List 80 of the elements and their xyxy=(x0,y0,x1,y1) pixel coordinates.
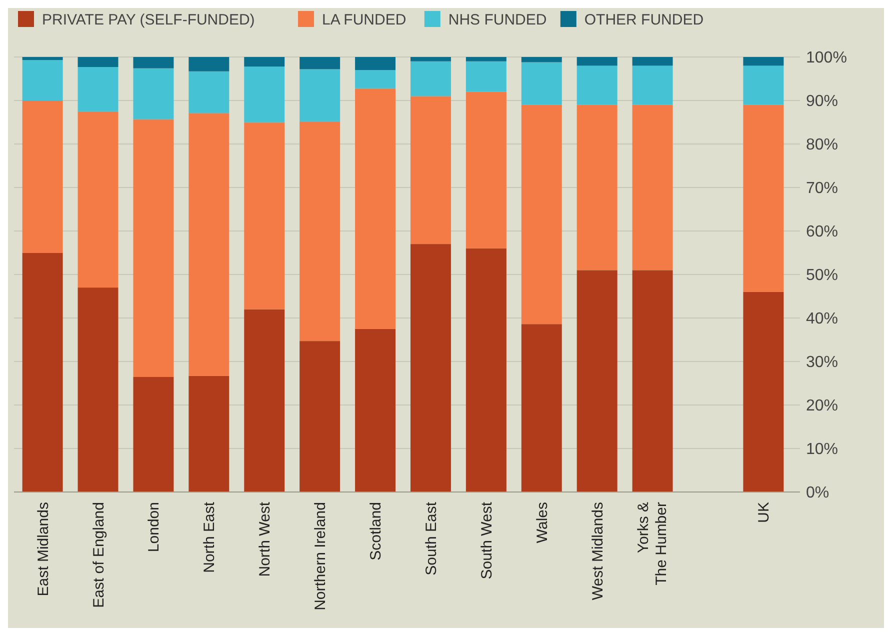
bar xyxy=(22,57,63,60)
y-tick-label: 50% xyxy=(806,267,838,284)
x-tick-label: Wales xyxy=(534,502,551,544)
bar xyxy=(300,121,340,342)
bar xyxy=(188,71,230,114)
bar xyxy=(466,61,506,92)
x-tick-label: Northern Ireland xyxy=(312,502,330,610)
bar xyxy=(22,100,63,253)
bar xyxy=(244,309,285,492)
bar xyxy=(22,252,63,492)
x-tick-label: East of England xyxy=(90,502,108,608)
y-tick-label: 20% xyxy=(806,398,838,415)
bar xyxy=(22,60,63,100)
bar xyxy=(300,69,340,122)
bar xyxy=(410,244,451,492)
bar xyxy=(743,292,784,492)
bar xyxy=(632,270,673,492)
y-tick-label: 100% xyxy=(806,50,847,67)
bar xyxy=(133,57,174,68)
bar xyxy=(521,324,562,492)
x-tick-label: London xyxy=(146,502,163,552)
bar xyxy=(133,119,174,377)
y-tick-label: 0% xyxy=(806,484,830,502)
legend-label: LA FUNDED xyxy=(322,11,406,28)
bar xyxy=(410,96,451,244)
bar xyxy=(188,376,230,492)
bar xyxy=(355,57,396,70)
x-tick-label: South West xyxy=(478,501,496,580)
bar xyxy=(78,111,118,288)
y-tick-label: 90% xyxy=(806,93,838,110)
bar xyxy=(576,270,618,492)
bar xyxy=(632,104,673,270)
bar xyxy=(632,66,673,105)
y-tick-label: 60% xyxy=(806,224,838,241)
bar xyxy=(133,68,174,120)
bar xyxy=(743,104,784,292)
bar xyxy=(743,66,784,105)
bar xyxy=(78,57,118,68)
bar xyxy=(78,67,118,112)
bar xyxy=(521,57,562,62)
y-tick-label: 10% xyxy=(806,441,838,458)
bar xyxy=(244,57,285,67)
y-tick-label: 80% xyxy=(806,136,838,154)
bar xyxy=(466,57,506,62)
bar xyxy=(355,70,396,88)
bar xyxy=(466,92,506,248)
bar xyxy=(410,61,451,96)
y-tick-label: 40% xyxy=(806,310,838,328)
bar xyxy=(466,248,506,492)
x-tick-label: South East xyxy=(422,501,440,576)
bar xyxy=(78,288,118,492)
legend-label: PRIVATE PAY (SELF-FUNDED) xyxy=(42,11,255,28)
legend-label: NHS FUNDED xyxy=(448,11,547,28)
x-tick-label: East Midlands xyxy=(34,502,52,596)
y-tick-label: 30% xyxy=(806,354,838,372)
bar xyxy=(576,66,618,105)
x-tick-label: Scotland xyxy=(368,502,385,560)
legend-label: OTHER FUNDED xyxy=(584,11,704,28)
bar xyxy=(188,113,230,376)
x-tick-label: UK xyxy=(756,502,773,523)
bar xyxy=(521,104,562,324)
x-tick-label: North East xyxy=(201,501,218,573)
bar xyxy=(576,57,618,66)
bar xyxy=(632,57,673,66)
bar xyxy=(576,104,618,270)
bar xyxy=(244,66,285,122)
bar xyxy=(410,57,451,62)
bar xyxy=(133,376,174,492)
x-tick-label: West Midlands xyxy=(589,502,606,600)
bar xyxy=(300,341,340,492)
bar xyxy=(521,62,562,105)
bar xyxy=(355,328,396,492)
bar xyxy=(188,57,230,72)
bar xyxy=(743,57,784,66)
bar xyxy=(355,88,396,329)
y-tick-label: 70% xyxy=(806,180,838,198)
bar xyxy=(300,57,340,70)
bar xyxy=(244,122,285,310)
x-tick-label: North West xyxy=(256,501,274,577)
x-tick-label: Yorks & The Humber xyxy=(635,502,670,586)
